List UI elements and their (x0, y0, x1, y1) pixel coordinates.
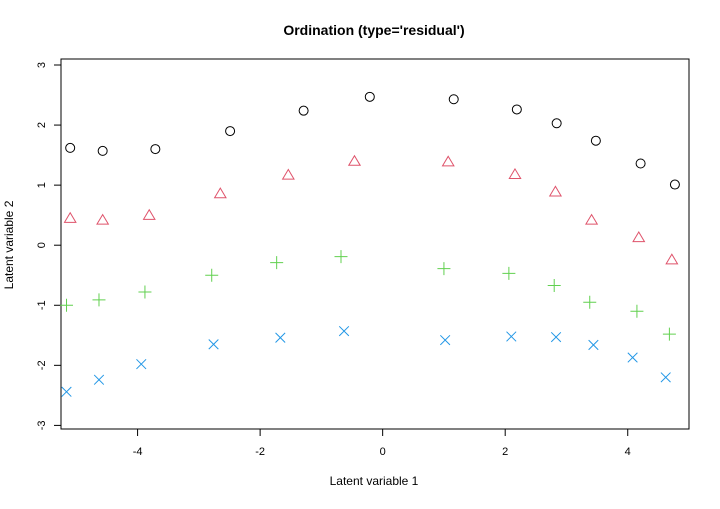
triangle-point (441, 155, 455, 167)
triangle-point (548, 185, 563, 197)
y-axis-label: Latent variable 2 (2, 200, 16, 289)
circle-point (590, 135, 601, 146)
cross-point (275, 332, 286, 343)
x-axis: -4 -2 0 2 4 (133, 428, 631, 458)
cross-point (660, 372, 671, 383)
plus-point (630, 304, 644, 318)
cross-point (208, 339, 219, 350)
x-tick-label: 4 (625, 446, 631, 458)
y-tick-label: -2 (36, 360, 48, 370)
triangle-point (142, 208, 156, 220)
x-axis-label: Latent variable 1 (330, 474, 419, 488)
plus-point (583, 295, 597, 309)
circle-point (448, 94, 459, 105)
triangle-point (665, 253, 679, 265)
y-tick-label: 1 (36, 182, 48, 188)
circle-point (635, 158, 646, 169)
triangle-point (508, 167, 522, 180)
cross-point (506, 331, 517, 342)
plus-point (270, 256, 284, 270)
y-tick-label: 2 (36, 122, 48, 128)
circle-point (551, 118, 562, 129)
circle-point (511, 104, 522, 115)
circle-point (97, 145, 108, 156)
x-tick-label: 2 (502, 446, 508, 458)
cross-point (627, 352, 638, 363)
plus-point (138, 285, 152, 299)
cross-point (136, 358, 147, 370)
x-tick-label: -4 (133, 446, 143, 458)
triangle-point (213, 187, 227, 199)
circle-point (225, 126, 236, 137)
cross-point (550, 331, 562, 343)
cross-point (61, 386, 72, 397)
y-tick-label: -3 (36, 421, 48, 431)
triangle-point (632, 231, 646, 243)
triangle-point (347, 154, 362, 166)
plus-point (437, 262, 451, 276)
x-tick-label: 0 (380, 446, 386, 458)
circle-point (298, 105, 309, 116)
triangle-point (96, 213, 110, 225)
plus-point (334, 250, 348, 264)
y-tick-label: 0 (36, 242, 48, 248)
y-tick-label: 3 (36, 62, 48, 68)
circle-point (669, 179, 680, 190)
cross-point (439, 334, 451, 346)
circle-point (150, 144, 161, 155)
plus-point (92, 293, 106, 307)
triangle-point (585, 213, 599, 225)
plus-point (502, 266, 516, 280)
data-points (60, 91, 680, 397)
plus-point (60, 298, 74, 312)
y-axis: -3 -2 -1 0 1 2 3 (36, 62, 62, 431)
plot-box (60, 58, 690, 430)
chart-title: Ordination (type='residual') (283, 22, 464, 38)
y-tick-label: -1 (36, 300, 48, 310)
plus-point (662, 327, 676, 341)
circle-point (65, 142, 76, 153)
triangle-point (63, 211, 77, 223)
cross-point (93, 374, 105, 385)
x-tick-label: -2 (255, 446, 265, 458)
triangle-point (281, 168, 295, 180)
plus-point (205, 268, 219, 282)
plus-point (547, 278, 561, 292)
circle-point (364, 91, 375, 102)
cross-point (588, 339, 599, 351)
cross-point (338, 325, 350, 337)
